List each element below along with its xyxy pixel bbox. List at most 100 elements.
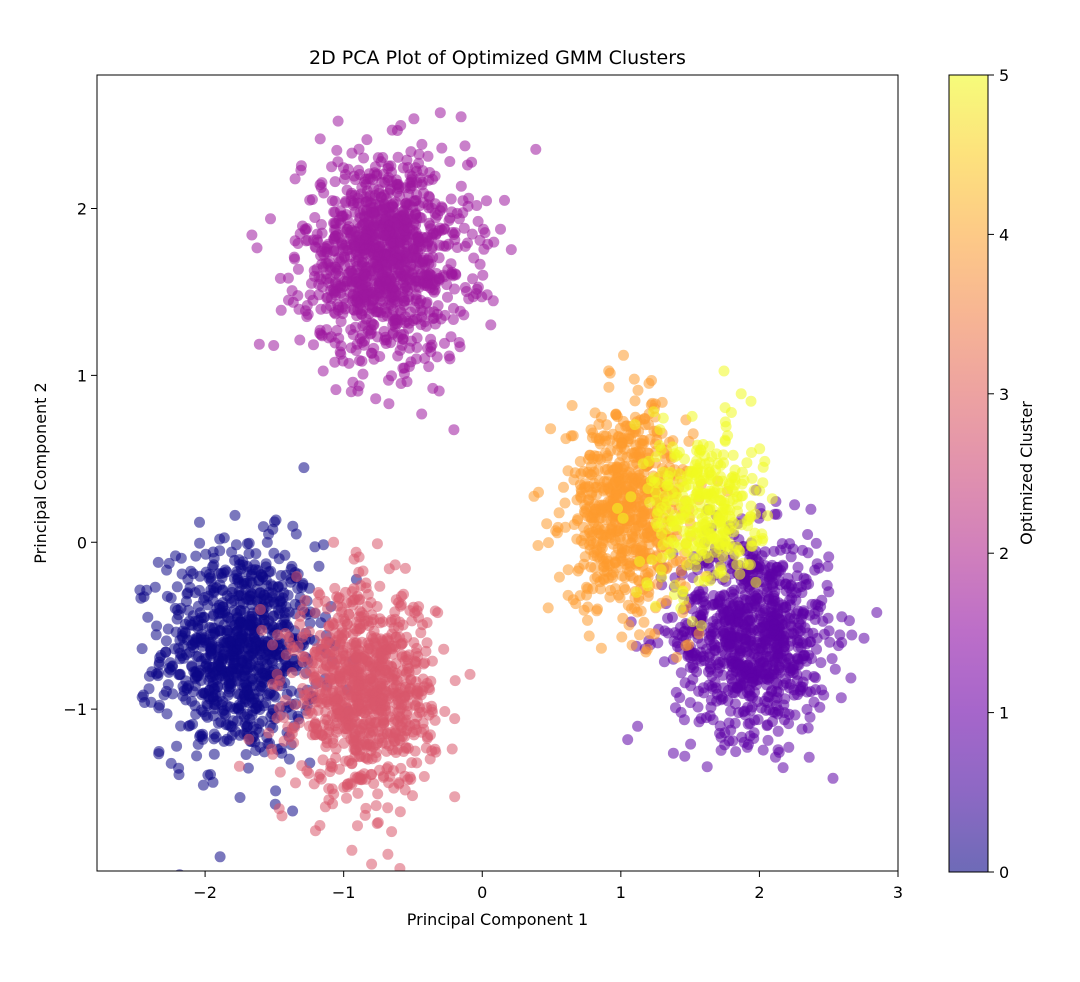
data-point [768, 545, 780, 557]
data-point [179, 627, 191, 639]
data-point [718, 589, 730, 601]
data-point [417, 717, 429, 729]
data-point [332, 115, 344, 127]
data-point [578, 604, 590, 616]
colorbar-frame [948, 74, 989, 873]
data-point [288, 644, 300, 656]
data-point [258, 594, 270, 606]
data-point [472, 281, 484, 293]
data-point [445, 331, 457, 343]
data-point [562, 589, 574, 601]
data-point [666, 516, 678, 527]
data-point [662, 627, 674, 639]
data-point [367, 241, 379, 253]
data-point [150, 629, 162, 641]
data-point [345, 691, 357, 703]
data-point [818, 689, 830, 701]
data-point [332, 600, 344, 612]
data-point [446, 743, 458, 755]
data-point [153, 702, 165, 714]
data-point [756, 666, 768, 678]
x-tick-label: 1 [616, 883, 626, 902]
data-point [353, 699, 365, 711]
data-point [433, 225, 445, 237]
data-point [723, 717, 735, 729]
data-point [395, 306, 407, 318]
data-point [780, 543, 792, 555]
data-point [422, 269, 434, 281]
data-point [402, 284, 414, 296]
data-point [710, 644, 721, 656]
colorbar-tick-label: 0 [999, 863, 1009, 882]
data-point [803, 578, 815, 590]
data-point [583, 630, 595, 642]
data-point [343, 608, 355, 620]
data-point [815, 601, 827, 612]
data-point [413, 200, 425, 212]
data-point [532, 540, 544, 551]
data-point [691, 666, 703, 678]
chart-title: 2D PCA Plot of Optimized GMM Clusters [309, 47, 686, 69]
data-point [236, 679, 248, 691]
data-point [371, 306, 383, 318]
data-point [286, 560, 298, 572]
data-point [173, 762, 185, 774]
data-point [218, 645, 230, 657]
data-point [416, 138, 428, 150]
data-point [246, 229, 258, 241]
data-point [686, 410, 698, 422]
data-point [243, 548, 255, 560]
data-point [459, 240, 471, 252]
colorbar-gradient [949, 75, 988, 872]
data-point [349, 174, 361, 186]
data-point [397, 362, 409, 374]
data-point [366, 858, 378, 870]
data-point [283, 753, 295, 765]
data-point [762, 510, 774, 522]
data-point [581, 589, 592, 601]
data-point [240, 749, 252, 760]
data-point [411, 724, 422, 736]
data-point [411, 342, 423, 353]
data-point [423, 174, 435, 186]
data-point [273, 702, 285, 714]
colorbar-tick-label: 4 [999, 225, 1009, 244]
data-point [318, 539, 329, 551]
data-point [380, 193, 392, 205]
data-point [808, 671, 820, 682]
data-point [392, 151, 404, 163]
data-point [420, 645, 432, 657]
data-point [384, 705, 396, 717]
data-point [566, 400, 578, 411]
data-point [257, 571, 269, 583]
data-point [641, 643, 653, 655]
data-point [685, 738, 697, 750]
data-point [681, 559, 693, 571]
data-point [827, 772, 839, 784]
data-point [292, 238, 304, 249]
x-tick-label: 0 [477, 883, 487, 902]
data-point [424, 220, 436, 232]
data-point [436, 142, 448, 154]
data-point [413, 601, 425, 613]
data-point [249, 559, 261, 571]
data-point [396, 339, 408, 351]
data-point [737, 490, 748, 502]
data-point [283, 631, 294, 643]
data-point [294, 618, 306, 630]
data-point [151, 668, 162, 680]
data-point [677, 585, 689, 597]
data-point [309, 212, 321, 223]
data-point [822, 560, 834, 572]
data-point [272, 581, 284, 592]
data-point [607, 566, 619, 578]
data-point [797, 637, 809, 649]
data-point [183, 615, 195, 627]
data-point [360, 752, 372, 764]
data-point [332, 304, 344, 316]
data-point [187, 568, 199, 580]
data-point [765, 601, 777, 612]
data-point [413, 157, 425, 169]
data-point [295, 164, 307, 176]
